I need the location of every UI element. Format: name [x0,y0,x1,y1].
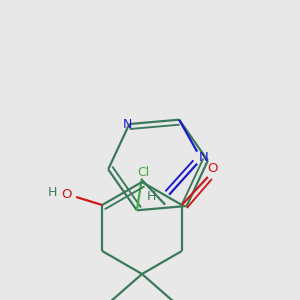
Text: O: O [208,163,218,176]
Text: H: H [146,190,156,203]
Text: Cl: Cl [138,166,150,179]
Text: N: N [123,118,132,130]
Text: O: O [61,188,71,202]
Text: H: H [47,187,57,200]
Text: N: N [198,151,208,164]
